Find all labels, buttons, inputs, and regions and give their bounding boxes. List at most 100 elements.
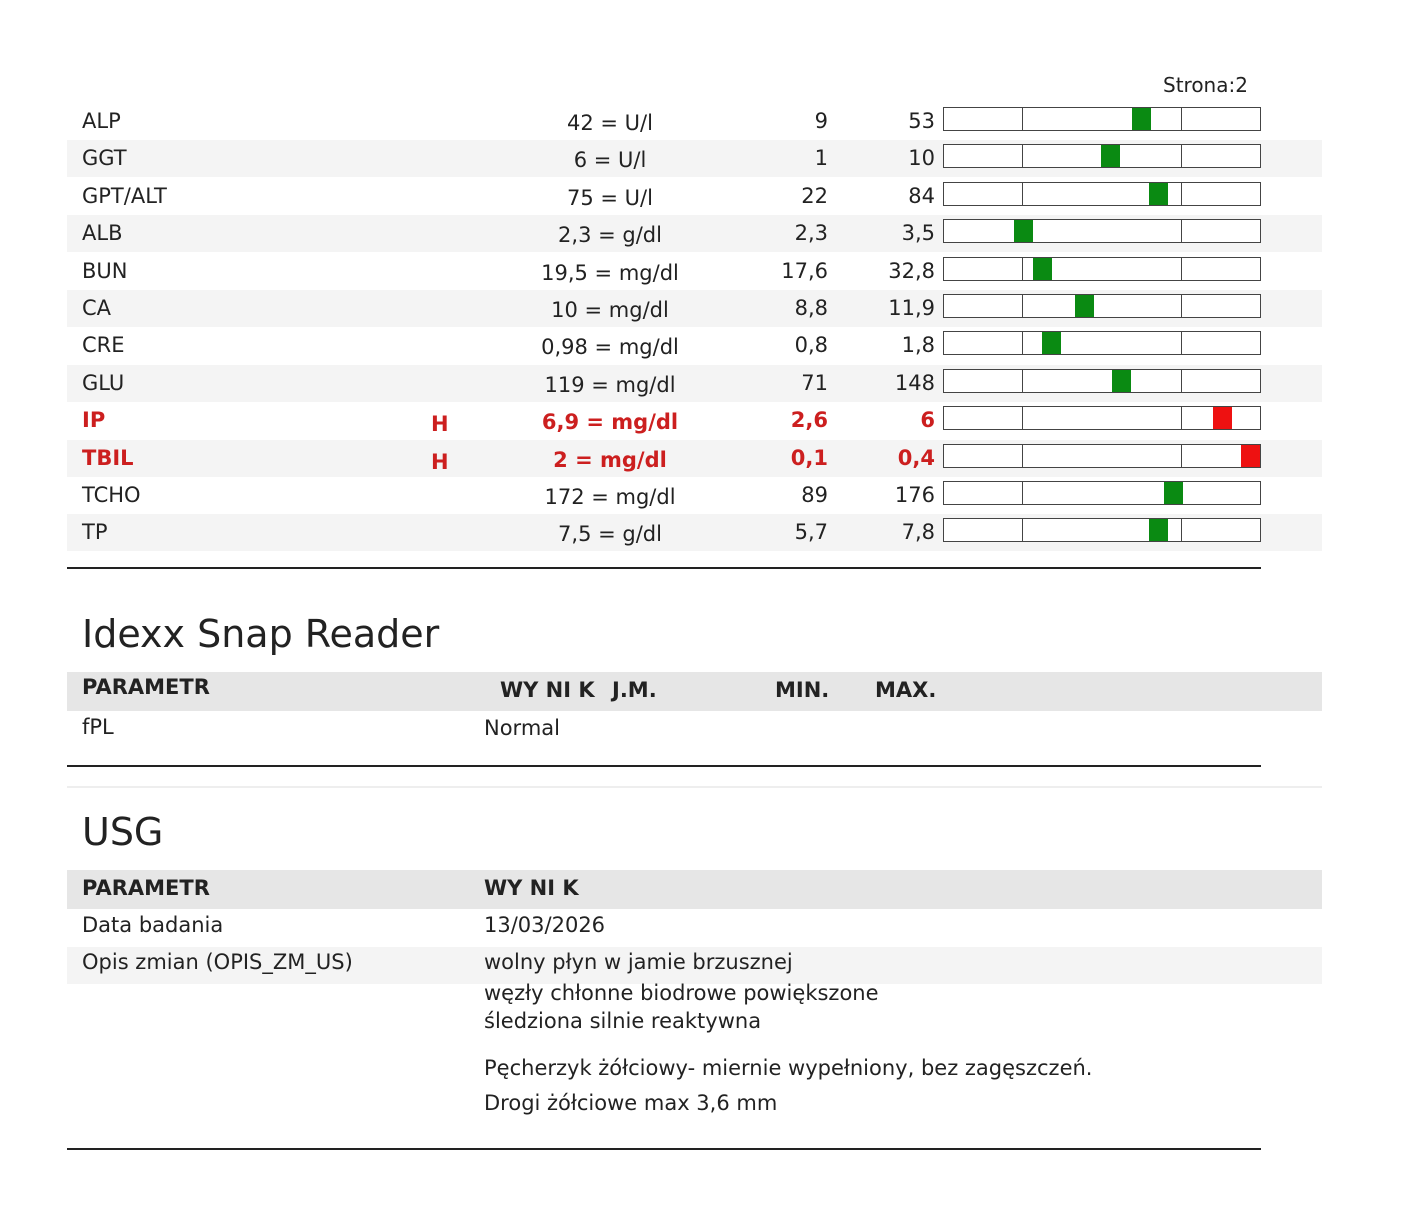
result-marker <box>1241 444 1260 467</box>
min: 2,3 <box>794 221 828 246</box>
min: 71 <box>801 370 828 395</box>
result-marker <box>1074 295 1094 317</box>
max: 11,9 <box>888 296 935 320</box>
param-name: GPT/ALT <box>82 183 167 208</box>
result-marker <box>1148 519 1168 542</box>
result: 75 = U/l <box>567 185 653 210</box>
gauge-divider <box>1022 295 1023 317</box>
gauge-divider <box>1181 519 1182 542</box>
result-line: Pęcherzyk żółciowy- miernie wypełniony, … <box>484 1056 1093 1080</box>
max: 6 <box>920 408 935 433</box>
section-title: Idexx Snap Reader <box>82 612 440 656</box>
param-name: TP <box>82 520 108 545</box>
result: 2,3 = g/dl <box>558 223 662 248</box>
max: 148 <box>894 370 935 395</box>
header-row <box>67 870 1322 909</box>
range-gauge <box>943 294 1261 318</box>
param-name: IP <box>82 408 106 433</box>
gauge-divider <box>1181 257 1182 280</box>
range-gauge <box>943 481 1261 505</box>
max: 7,8 <box>901 520 935 545</box>
gauge-divider <box>1022 182 1023 205</box>
separator <box>67 1148 1261 1150</box>
result-marker <box>1111 369 1131 392</box>
gauge-divider <box>1181 220 1182 243</box>
range-gauge <box>943 219 1261 244</box>
column-header: J.M. <box>612 678 657 702</box>
max: 10 <box>908 146 935 171</box>
result-marker <box>1013 220 1033 243</box>
result: 119 = mg/dl <box>544 372 676 397</box>
separator <box>67 765 1261 767</box>
gauge-divider <box>1022 145 1023 168</box>
result-line: 13/03/2026 <box>484 913 606 937</box>
result-marker <box>1101 145 1121 168</box>
gauge-divider <box>1022 444 1023 467</box>
gauge-divider <box>1022 369 1023 392</box>
column-header: MIN. <box>775 678 830 702</box>
range-gauge <box>943 368 1261 393</box>
param-name: CRE <box>82 333 125 358</box>
max: 3,5 <box>901 221 935 246</box>
result-line: wolny płyn w jamie brzusznej <box>484 950 793 974</box>
gauge-divider <box>1181 444 1182 467</box>
column-header: WY NI K <box>484 876 579 900</box>
max: 32,8 <box>888 258 935 283</box>
param-name: fPL <box>82 715 114 739</box>
max: 1,8 <box>901 333 935 358</box>
column-header: MAX. <box>875 678 937 702</box>
gauge-divider <box>1022 407 1023 430</box>
max: 176 <box>894 483 935 507</box>
range-gauge <box>943 331 1261 356</box>
gauge-divider <box>1181 145 1182 168</box>
result-marker <box>1213 407 1233 430</box>
result-marker <box>1132 108 1151 130</box>
gauge-divider <box>1181 108 1182 130</box>
result-marker <box>1033 257 1053 280</box>
param-name: TBIL <box>82 445 134 470</box>
column-header: PARAMETR <box>82 876 210 900</box>
param-name: TCHO <box>82 483 141 507</box>
result-line: Drogi żółciowe max 3,6 mm <box>484 1091 778 1115</box>
min: 89 <box>801 483 828 507</box>
result-line: węzły chłonne biodrowe powiększone <box>484 981 879 1005</box>
column-header: WY NI K <box>500 678 595 702</box>
separator <box>67 567 1261 569</box>
result-line: śledziona silnie reaktywna <box>484 1009 762 1033</box>
min: 1 <box>814 146 828 171</box>
result: Normal <box>484 716 560 740</box>
column-header: PARAMETR <box>82 675 210 699</box>
gauge-divider <box>1022 108 1023 130</box>
min: 22 <box>801 183 828 208</box>
param-name: GLU <box>82 370 125 395</box>
flag: H <box>431 449 449 474</box>
min: 8,8 <box>794 296 828 320</box>
param-name: BUN <box>82 258 128 283</box>
result: 2 = mg/dl <box>553 447 667 472</box>
gauge-divider <box>1022 332 1023 355</box>
max: 53 <box>908 109 935 133</box>
section-title: USG <box>82 810 164 854</box>
param-name: GGT <box>82 146 127 171</box>
gauge-divider <box>1022 482 1023 504</box>
max: 0,4 <box>897 445 935 470</box>
result: 172 = mg/dl <box>544 485 676 509</box>
result: 0,98 = mg/dl <box>541 335 679 360</box>
min: 2,6 <box>790 408 828 433</box>
gauge-divider <box>1181 295 1182 317</box>
min: 9 <box>814 109 828 133</box>
separator <box>67 786 1322 788</box>
result-marker <box>1148 182 1168 205</box>
result-marker <box>1041 332 1061 355</box>
range-gauge <box>943 181 1261 206</box>
row-band <box>67 947 1322 984</box>
result: 19,5 = mg/dl <box>541 260 679 285</box>
param-name: Opis zmian (OPIS_ZM_US) <box>82 950 353 974</box>
range-gauge <box>943 144 1261 169</box>
result-marker <box>1164 482 1184 504</box>
range-gauge <box>943 107 1261 131</box>
gauge-divider <box>1181 332 1182 355</box>
range-gauge <box>943 406 1261 431</box>
result: 42 = U/l <box>567 111 653 135</box>
